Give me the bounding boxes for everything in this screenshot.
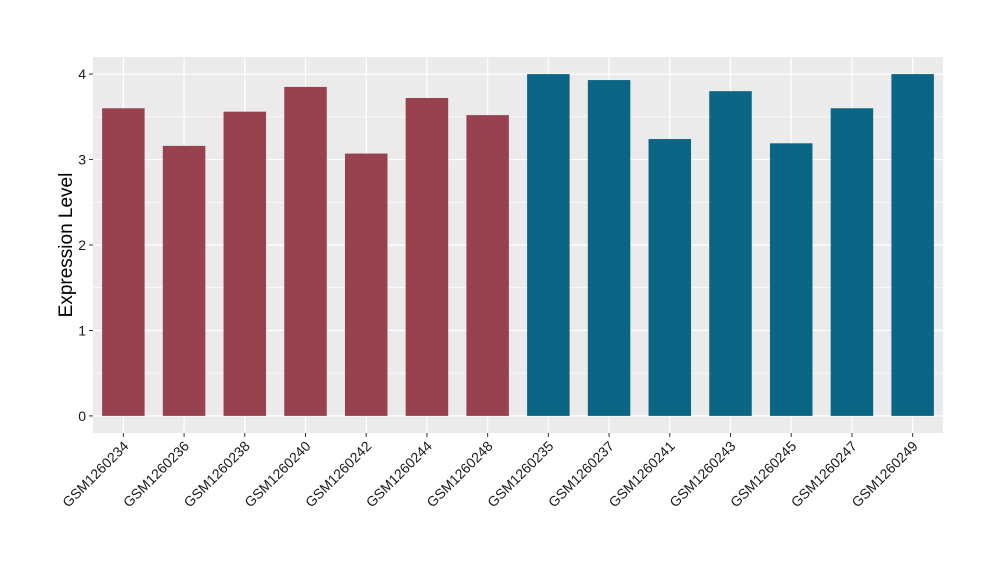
bar-GSM1260236 bbox=[162, 145, 206, 416]
bars bbox=[102, 74, 934, 416]
y-axis-title: Expression Level bbox=[56, 173, 77, 318]
y-tick-label: 2 bbox=[78, 237, 86, 253]
bar-GSM1260237 bbox=[587, 80, 631, 416]
y-axis: 0 1 2 3 4 bbox=[78, 66, 93, 424]
bar-GSM1260240 bbox=[284, 86, 327, 416]
y-tick-label: 3 bbox=[78, 152, 86, 168]
bar-GSM1260241 bbox=[648, 139, 692, 416]
bar-GSM1260234 bbox=[102, 108, 145, 416]
bar-GSM1260244 bbox=[405, 98, 449, 416]
bar-GSM1260238 bbox=[223, 111, 267, 416]
bar-GSM1260242 bbox=[344, 153, 388, 416]
bar-GSM1260235 bbox=[527, 74, 570, 416]
bar-GSM1260245 bbox=[769, 143, 813, 416]
y-tick-label: 1 bbox=[78, 322, 86, 338]
y-tick-label: 4 bbox=[78, 66, 86, 82]
bar-GSM1260249 bbox=[891, 74, 934, 416]
bar-GSM1260247 bbox=[830, 108, 874, 416]
x-axis: GSM1260234GSM1260236GSM1260238GSM1260240… bbox=[59, 433, 921, 510]
bar-GSM1260243 bbox=[709, 91, 752, 416]
y-tick-label: 0 bbox=[78, 408, 86, 424]
bar-GSM1260248 bbox=[466, 115, 509, 416]
